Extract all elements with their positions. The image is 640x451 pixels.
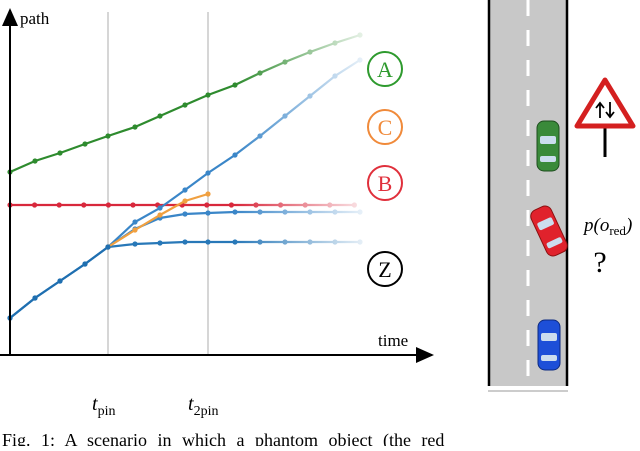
blue-trunk-dot [105,244,111,250]
red-path-dot [81,202,87,208]
blue-upper-path-dot [157,205,163,211]
red-path-dot [351,202,357,208]
probability-label: p(ored) [582,215,632,238]
blue-lower-path-dot [332,239,338,245]
probability-before: p(o [582,215,609,236]
green-path-dot [105,133,111,139]
green-car [536,120,560,172]
red-path-dot [253,202,259,208]
blue-upper-path-dot [257,133,263,139]
blue-middle-path-dot [357,209,363,215]
t-2pin-sub: 2pin [194,404,219,419]
blue-lower-path-dot [157,240,163,246]
caption: Fig. 1: A scenario in which a phantom ob… [2,430,444,446]
green-path-dot [232,82,238,88]
red-path-dot [228,202,234,208]
blue-trunk-dot [32,295,38,301]
green-path-dot [357,32,363,38]
t-2pin-base: t [188,393,194,415]
label-b: B [367,165,403,201]
green-path-dot [257,70,263,76]
blue-middle-path-dot [282,209,288,215]
t-pin-label: tpin [92,393,115,419]
question-mark: ? [593,246,606,279]
x-axis-label: time [378,331,408,350]
red-car [530,205,568,257]
blue-lower-path-dot [132,241,138,247]
blue-lower-path-dot [257,239,263,245]
label-a: A [367,51,403,87]
orange-path-dot [205,191,211,197]
orange-path-dot [182,198,188,204]
green-path-dot [32,158,38,164]
blue-middle-path-dot [205,210,211,216]
orange-path-dot [132,227,138,233]
blue-trunk-dot [57,278,63,284]
blue-upper-path-dot [132,219,138,225]
blue-middle-path-dot [307,209,313,215]
label-c-text: C [378,115,393,140]
blue-lower-path-dot [205,239,211,245]
y-axis-label: path [20,9,50,28]
blue-lower-path-dot [232,239,238,245]
green-path-dot [332,40,338,46]
blue-middle-path-dot [332,209,338,215]
green-path-dot [182,102,188,108]
orange-path [107,192,209,248]
label-b-text: B [378,171,393,196]
green-path-dot [307,49,313,55]
green-path-dot [157,113,163,119]
green-path-dot [282,59,288,65]
t-pin-sub: pin [98,404,116,419]
blue-lower-path-dot [357,239,363,245]
red-path-dot [204,202,210,208]
blue-upper-path-dot [332,73,338,79]
green-path-dot [57,150,63,156]
blue-upper-path-dot [307,93,313,99]
probability-sub: red [609,223,626,238]
red-path-dot [31,202,38,208]
blue-trunk-dot [82,261,88,267]
blue-upper-path-dot [357,57,363,63]
t-2pin-label: t2pin [188,393,218,419]
green-path-dot [205,92,211,98]
probability-after: ) [625,215,632,236]
green-path-dot [82,141,88,147]
red-path-dot [278,202,284,208]
blue-upper-path-dot [182,187,188,193]
orange-path-dot [157,212,163,218]
label-z-text: Z [378,257,391,282]
curves [7,32,363,321]
label-c: C [367,109,403,145]
blue-upper-path-dot [205,170,211,176]
blue-lower-path-dot [282,239,288,245]
blue-upper-path-dot [282,113,288,119]
label-z: Z [367,251,403,287]
red-path-dot [56,202,62,208]
blue-upper-path-dot [232,152,238,158]
green-path-dot [132,124,138,130]
blue-lower-path-dot [182,239,188,245]
red-path-dot [327,202,333,208]
red-path-dot [302,202,308,208]
label-a-text: A [377,57,393,82]
blue-lower-path-dot [307,239,313,245]
blue-middle-path-dot [232,209,238,215]
t-pin-base: t [92,393,98,415]
warning-sign [574,77,636,157]
blue-middle-path-dot [182,211,188,217]
blue-middle-path-dot [257,209,263,215]
red-path-dot [130,202,136,208]
blue-car [537,319,561,371]
red-path-dot [105,202,111,208]
